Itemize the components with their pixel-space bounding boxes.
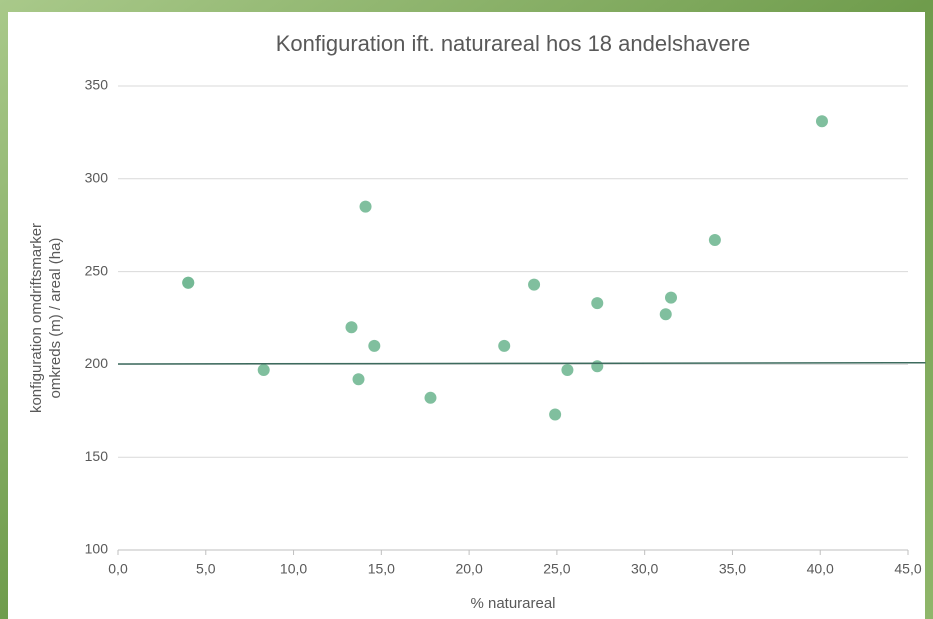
point	[359, 200, 372, 213]
point	[591, 360, 604, 373]
point	[708, 234, 721, 247]
trendline	[117, 361, 926, 365]
x-tick-label: 5,0	[196, 561, 216, 577]
y-tick-label: 150	[85, 448, 109, 464]
y-tick-label: 300	[85, 170, 109, 186]
y-tick-label: 100	[85, 541, 109, 557]
chart-panel	[8, 12, 925, 619]
point	[257, 363, 270, 376]
point	[498, 339, 511, 352]
point	[345, 321, 358, 334]
point	[368, 339, 381, 352]
point	[549, 408, 562, 421]
point	[659, 308, 672, 321]
x-tick-label: 45,0	[894, 561, 921, 577]
y-axis-label: omkreds (m) / areal (ha)	[47, 238, 64, 399]
x-tick-label: 40,0	[807, 561, 834, 577]
point	[528, 278, 541, 291]
y-tick-label: 350	[85, 77, 109, 93]
x-tick-label: 15,0	[368, 561, 395, 577]
x-tick-label: 35,0	[719, 561, 746, 577]
point	[352, 373, 365, 386]
point	[424, 391, 437, 404]
y-tick-label: 250	[85, 262, 109, 278]
x-tick-label: 0,0	[108, 561, 128, 577]
y-axis-label: konfiguration omdriftsmarker	[28, 223, 45, 413]
point	[815, 115, 828, 128]
point	[182, 276, 195, 289]
chart-title: Konfiguration ift. naturareal hos 18 and…	[276, 31, 751, 56]
x-tick-label: 25,0	[543, 561, 570, 577]
x-axis-label: % naturareal	[470, 595, 555, 612]
point	[591, 297, 604, 310]
point	[561, 363, 574, 376]
x-tick-label: 10,0	[280, 561, 307, 577]
x-tick-label: 30,0	[631, 561, 658, 577]
point	[665, 291, 677, 304]
y-tick-label: 200	[85, 355, 109, 371]
x-tick-label: 20,0	[455, 561, 482, 577]
